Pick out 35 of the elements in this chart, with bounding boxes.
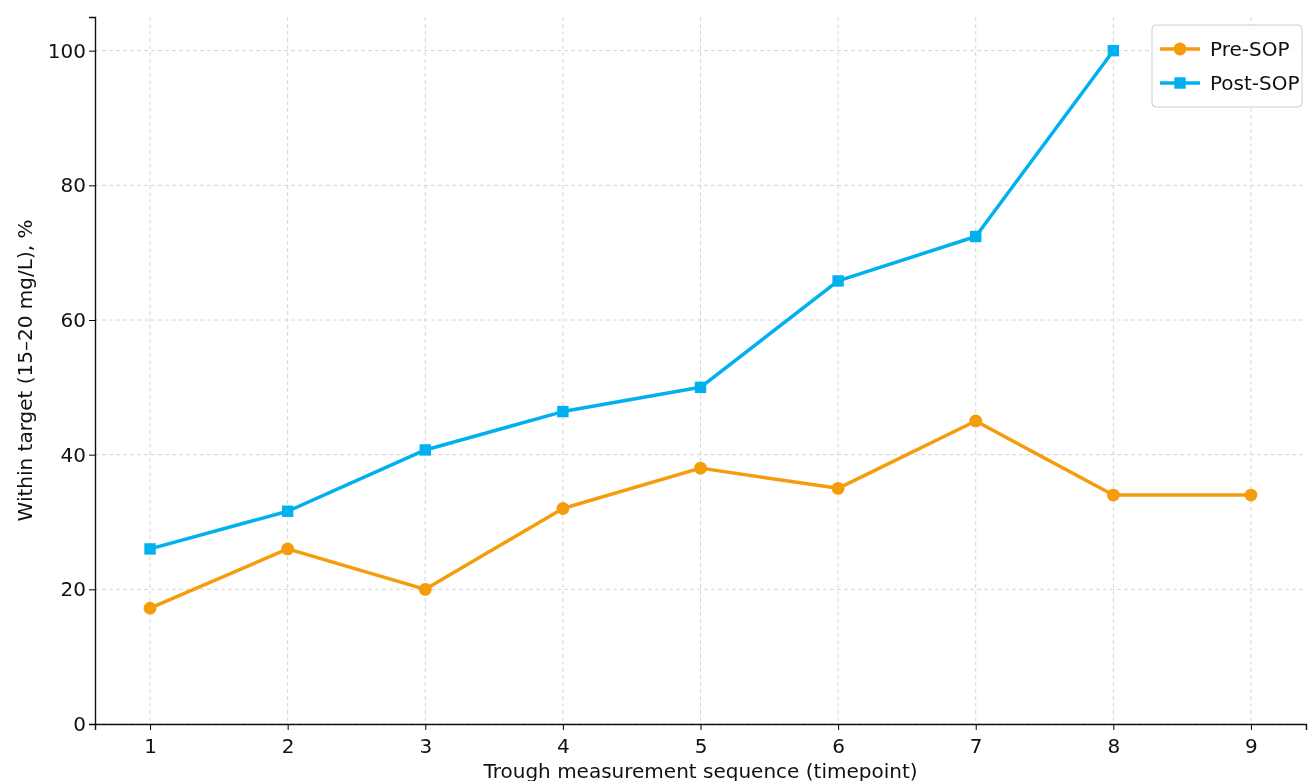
x-tick-label: 1 xyxy=(144,734,157,758)
y-tick-label: 60 xyxy=(60,307,86,332)
point xyxy=(1106,488,1120,502)
point xyxy=(969,414,983,428)
point xyxy=(557,405,569,418)
point xyxy=(970,230,982,243)
x-tick-label: 9 xyxy=(1245,734,1258,758)
x-tick-label: 6 xyxy=(832,734,845,758)
point xyxy=(694,461,707,475)
x-tick-label: 8 xyxy=(1107,734,1121,758)
y-tick-label: 100 xyxy=(47,38,86,63)
point xyxy=(694,381,707,394)
x-tick-label: 3 xyxy=(419,734,433,758)
point xyxy=(418,582,432,596)
y-tick-label: 0 xyxy=(73,711,86,736)
point xyxy=(281,505,294,517)
point xyxy=(419,444,431,456)
x-tick-label: 5 xyxy=(694,734,708,758)
point xyxy=(143,601,157,615)
x-tick-label: 2 xyxy=(281,734,295,758)
y-tick-label: 40 xyxy=(60,442,86,467)
point xyxy=(144,543,156,555)
point xyxy=(556,502,570,515)
point xyxy=(281,542,295,556)
x-tick-label: 4 xyxy=(557,734,570,758)
legend-label: Pre-SOP xyxy=(1210,37,1290,61)
point xyxy=(831,481,845,495)
y-tick-label: 20 xyxy=(60,577,86,602)
point xyxy=(1107,44,1120,57)
x-tick-label: 7 xyxy=(969,734,983,758)
legend-label: Post-SOP xyxy=(1210,71,1300,95)
point xyxy=(832,275,844,287)
y-axis-title: Within target (15–20 mg/L), % xyxy=(13,219,37,522)
point xyxy=(1244,488,1258,502)
y-tick-label: 80 xyxy=(60,173,86,198)
